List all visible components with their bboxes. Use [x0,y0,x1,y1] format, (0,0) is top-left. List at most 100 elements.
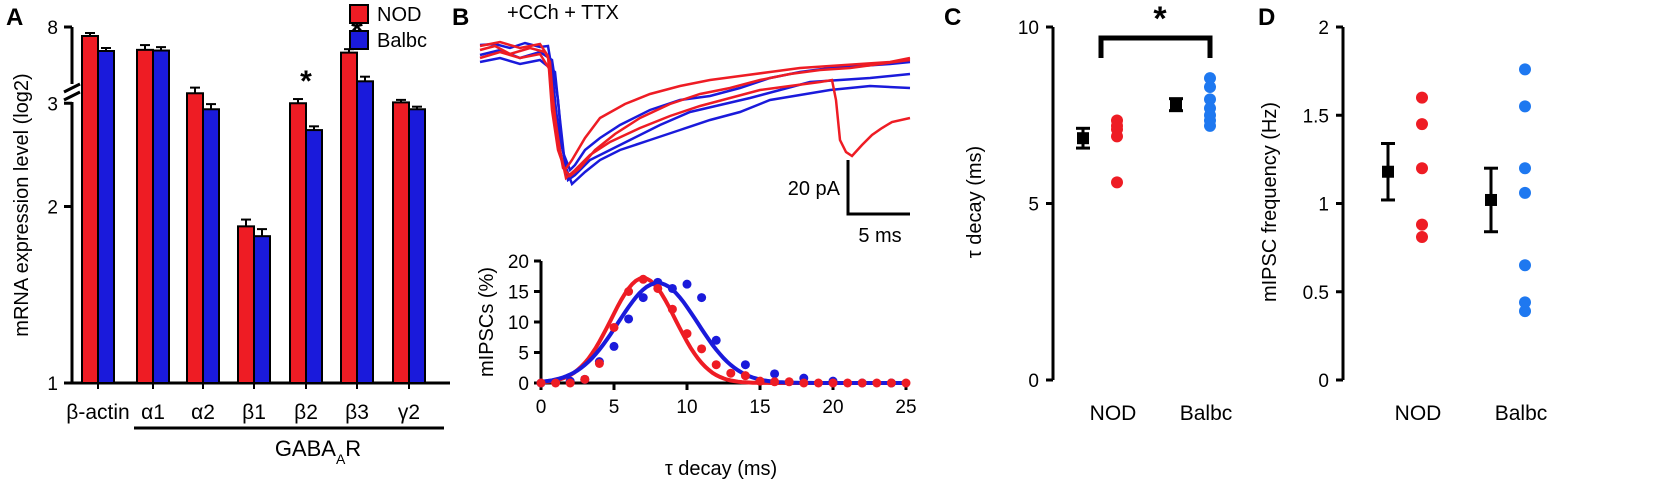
b-x-tick-label: 20 [822,397,843,418]
d-mean-marker [1382,165,1394,178]
scale-bar-amplitude: 20 pA [788,178,841,200]
a-y-tick-label: 8 [47,18,58,39]
d-y-tick-label: 0 [1318,371,1329,392]
panel-b-traces [479,40,911,187]
a-bar-balbc [202,108,220,385]
b-y-tick-label: 20 [508,252,529,273]
d-point-balbc [1519,305,1531,318]
c-category-label: Balbc [1180,402,1233,425]
panel-d-label: D [1258,4,1275,31]
b-point-nod [770,377,780,387]
b-x-tick-label: 15 [749,397,770,418]
b-point-balbc [667,283,677,293]
panel-b-label: B [452,4,469,31]
panel-d-groups [1381,63,1531,318]
a-bar-balbc [305,129,323,384]
trace-nod-1 [479,44,911,178]
b-x-tick-label: 0 [536,397,547,418]
a-bar-balbc [152,49,170,384]
c-mean-marker [1077,132,1089,145]
c-point-balbc [1204,81,1216,94]
legend-balbc-label: Balbc [377,30,427,52]
b-point-balbc [740,360,750,370]
d-point-nod [1416,218,1428,231]
b-fit-curve-nod [540,276,906,385]
a-bar-nod [186,92,204,385]
panel-c-groups [1076,72,1216,189]
a-y-tick-label: 2 [47,198,58,219]
panel-a: A mRNA expression level (log2) 1 2 3 8 β-ac… [6,4,450,467]
b-x-tick-label: 25 [895,397,916,418]
panel-c-significance-star: * [1153,0,1167,38]
a-category-label: α1 [141,401,165,424]
b-x-tick-label: 5 [609,397,620,418]
b-y-tick-label: 15 [508,283,529,304]
legend-balbc-swatch [349,30,369,50]
b-point-nod [653,283,663,293]
d-point-balbc [1519,63,1531,76]
d-category-label: NOD [1395,402,1442,425]
panel-a-y-axis-label: mRNA expression level (log2) [11,73,33,336]
c-y-tick-label: 10 [1018,18,1039,39]
b-point-nod [813,378,823,388]
panel-a-bars [81,32,426,385]
a-category-label: β3 [345,401,369,424]
a-bar-balbc [253,235,271,384]
b-point-nod [799,378,809,388]
a-bar-nod [289,102,307,384]
legend-nod-label: NOD [377,4,421,26]
panel-a-label: A [6,4,23,31]
b-point-nod [828,378,838,388]
b-point-nod [843,378,853,388]
b-point-nod [901,378,911,388]
panel-c-y-axis-label: τ decay (ms) [964,146,986,258]
trace-balbc-3 [479,56,911,187]
b-y-tick-label: 5 [518,344,529,365]
b-point-balbc [638,293,648,303]
b-point-nod [886,378,896,388]
a-bar-nod [136,48,154,385]
a-category-label: β1 [242,401,266,424]
panel-c: C τ decay (ms) 0 5 10 NOD Balbc * [944,0,1232,425]
a-category-label: β-actin [66,401,129,424]
a-category-label: α2 [191,401,215,424]
b-y-tick-label: 0 [518,374,529,395]
a-bar-balbc [97,50,115,384]
d-y-tick-label: 2 [1318,18,1329,39]
b-fit-curve-balbc [540,280,906,385]
panel-a-categories: β-actin α1 α2 β1 β2 β3 γ2 [66,401,420,424]
panel-c-categories: NOD Balbc [1090,402,1233,425]
d-point-balbc [1519,162,1531,175]
panel-a-legend: NOD Balbc [349,4,427,52]
c-mean-marker [1170,98,1182,111]
panel-b-y-axis-label: mIPSCs (%) [476,267,498,377]
b-point-nod [857,378,867,388]
d-point-balbc [1519,296,1531,309]
d-point-balbc [1519,100,1531,113]
a-bar-balbc [408,108,426,385]
b-point-nod [638,274,648,284]
panel-b-x-axis-label: τ decay (ms) [665,458,777,480]
legend-nod-swatch [349,4,369,24]
b-point-nod [565,378,575,388]
scale-bar [846,160,910,216]
d-point-nod [1416,118,1428,131]
b-point-nod [697,344,707,354]
d-y-tick-label: 1.5 [1303,106,1329,127]
a-bar-nod [340,51,358,384]
b-point-balbc [770,369,780,379]
b-point-nod [740,371,750,381]
panel-c-label: C [944,4,961,31]
c-point-balbc [1204,93,1216,106]
b-point-nod [872,378,882,388]
b-point-nod [711,360,721,370]
b-point-balbc [682,279,692,289]
panel-c-ticks: 0 5 10 [1018,18,1053,392]
b-point-nod [624,287,634,296]
d-point-nod [1416,231,1428,244]
b-point-nod [551,378,561,388]
b-point-nod [667,304,677,314]
d-point-balbc [1519,186,1531,199]
panel-d-y-axis-label: mIPSC frequency (Hz) [1259,102,1281,302]
